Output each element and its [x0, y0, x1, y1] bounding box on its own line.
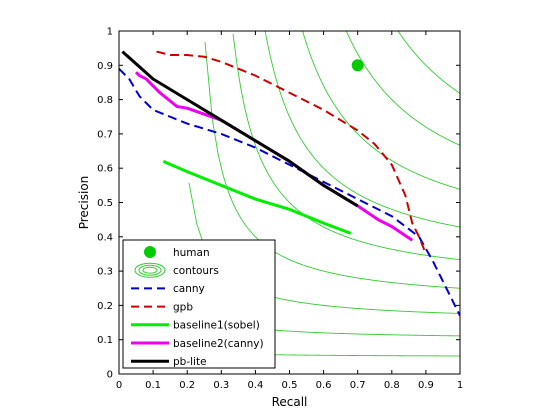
y-tick-label: 0.2 [97, 301, 113, 312]
gpb-line [156, 50, 427, 255]
legend-swatch [142, 266, 158, 274]
legend-label: contours [173, 265, 219, 277]
contour-line-f-0.6 [264, 31, 460, 228]
y-tick-label: 0.1 [97, 335, 113, 346]
pb-lite-line [121, 50, 359, 208]
legend-item-canny: canny [131, 283, 205, 295]
contour-line-f-0.4 [204, 42, 460, 289]
x-tick-label: 0.3 [213, 380, 229, 391]
x-tick-label: 0.8 [384, 380, 400, 391]
human-point [351, 59, 364, 72]
x-tick-label: 0.4 [247, 380, 263, 391]
contour-line-f-0.8 [345, 31, 460, 146]
legend-item-pb-lite: pb-lite [131, 356, 207, 368]
y-tick-label: 0.4 [97, 232, 113, 243]
y-tick-label: 0.8 [97, 95, 113, 106]
legend-item-human: human [144, 246, 210, 259]
x-tick-label: 0 [116, 380, 122, 391]
canny-line [119, 68, 460, 317]
axis-ticks: 0 0.1 0.2 0.3 0.4 0.5 0.6 0.7 0.8 0.9 1 0 0.1 0.2 0.3 0… [97, 27, 463, 392]
legend-label: baseline2(canny) [173, 338, 264, 350]
y-tick-label: 0.7 [97, 129, 113, 140]
x-tick-label: 0.6 [316, 380, 332, 391]
y-tick-label: 0.6 [97, 164, 113, 175]
legend-item-baseline1-sobel: baseline1(sobel) [131, 320, 260, 332]
legend-swatch [134, 262, 166, 278]
contour-line-f-0.7 [302, 31, 460, 190]
legend-swatch [138, 264, 162, 276]
x-tick-label: 0.5 [282, 380, 298, 391]
x-tick-label: 0.2 [179, 380, 195, 391]
legend-label: pb-lite [173, 356, 207, 368]
legend-swatch [144, 246, 156, 258]
x-tick-label: 0.9 [418, 380, 434, 391]
baseline1-sobel-line [162, 159, 352, 235]
legend-box [122, 239, 276, 369]
x-tick-label: 0.1 [145, 380, 161, 391]
legend: human contours canny gpb baseline1(sobel) bas… [122, 239, 276, 369]
y-tick-label: 0.3 [97, 267, 113, 278]
legend-label: human [173, 247, 210, 259]
legend-item-contours: contours [134, 262, 219, 278]
contour-line-f-0.5 [232, 33, 460, 261]
x-axis-label: Recall [272, 395, 308, 409]
y-tick-label: 0 [107, 370, 113, 381]
y-tick-label: 0.9 [97, 61, 113, 72]
legend-label: gpb [173, 301, 193, 313]
contour-line-f-0.9 [397, 31, 460, 94]
contour-line-f-0.3 [188, 182, 460, 314]
series-lines [119, 50, 460, 317]
contour-lines [156, 31, 460, 357]
legend-label: canny [173, 283, 205, 295]
legend-label: baseline1(sobel) [173, 320, 260, 332]
y-tick-label: 1 [107, 27, 113, 38]
y-tick-label: 0.5 [97, 198, 113, 209]
contour-line-f-0.2 [172, 280, 460, 337]
legend-item-gpb: gpb [131, 301, 193, 313]
x-tick-label: 1 [457, 380, 463, 391]
x-tick-label: 0.7 [350, 380, 366, 391]
y-axis-label: Precision [77, 176, 91, 230]
legend-item-baseline2-canny: baseline2(canny) [131, 338, 264, 350]
